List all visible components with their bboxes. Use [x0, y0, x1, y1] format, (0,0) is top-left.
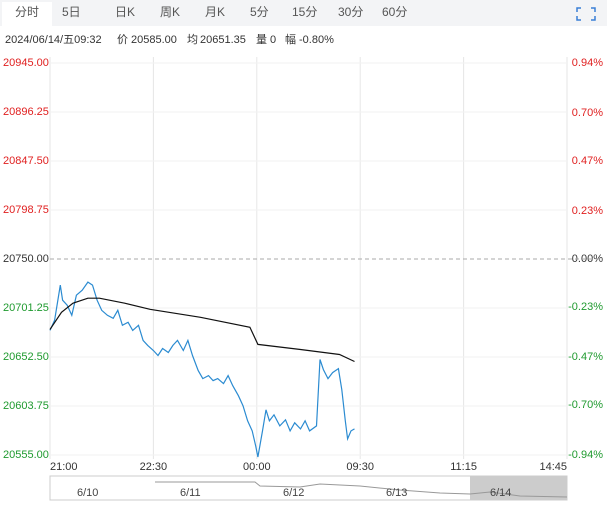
y-tick-label: 20701.25 [3, 302, 49, 314]
y2-tick-label: 0.00% [572, 253, 603, 265]
tab[interactable]: 日K [115, 5, 135, 19]
y2-tick-label: -0.47% [568, 351, 603, 363]
navigator-label: 6/11 [180, 487, 201, 499]
tab[interactable]: 分时 [15, 5, 39, 19]
fullscreen-icon[interactable] [576, 7, 596, 21]
y-tick-label: 20945.00 [3, 57, 49, 69]
x-tick-label: 21:00 [50, 461, 78, 473]
tab[interactable]: 周K [160, 5, 180, 19]
navigator-label: 6/14 [490, 487, 511, 499]
price: 20585.00 [131, 34, 177, 46]
datetime: 2024/06/14/五09:32 [5, 34, 102, 46]
y-tick-label: 20652.50 [3, 351, 49, 363]
x-tick-label: 09:30 [346, 461, 374, 473]
y-tick-label: 20896.25 [3, 106, 49, 118]
active-tab [2, 2, 52, 26]
tab[interactable]: 5分 [250, 5, 269, 19]
avg: 20651.35 [200, 34, 246, 46]
x-tick-label: 22:30 [140, 461, 168, 473]
tab[interactable]: 5日 [62, 5, 81, 19]
tab[interactable]: 60分 [382, 5, 407, 19]
y2-tick-label: 0.70% [572, 107, 603, 119]
navigator-label: 6/12 [283, 487, 304, 499]
y2-tick-label: -0.23% [568, 301, 603, 313]
avg-label: 均 [187, 33, 198, 46]
y2-tick-label: -0.70% [568, 399, 603, 411]
y-tick-label: 20798.75 [3, 204, 49, 216]
navigator-line [155, 481, 568, 498]
x-tick-label: 14:45 [539, 461, 567, 473]
navigator-label: 6/10 [77, 487, 98, 499]
tab[interactable]: 15分 [292, 5, 317, 19]
y-tick-label: 20847.50 [3, 155, 49, 167]
y-tick-label: 20555.00 [3, 449, 49, 461]
price-label: 价 [117, 33, 128, 46]
y2-tick-label: 0.94% [572, 57, 603, 69]
price-line [49, 297, 355, 363]
x-tick-label: 11:15 [450, 461, 477, 473]
range-label: 幅 [285, 33, 296, 46]
vol: 0 [270, 34, 276, 46]
range: -0.80% [299, 34, 334, 46]
tab[interactable]: 月K [205, 5, 225, 19]
y2-tick-label: 0.47% [572, 155, 603, 167]
x-tick-label: 00:00 [243, 461, 271, 473]
y-tick-label: 20750.00 [3, 253, 49, 265]
y2-tick-label: -0.94% [568, 449, 603, 461]
tab-bar [0, 0, 607, 26]
tab[interactable]: 30分 [338, 5, 363, 19]
vol-label: 量 [256, 33, 267, 46]
y-tick-label: 20603.75 [3, 400, 49, 412]
navigator-label: 6/13 [386, 487, 407, 499]
price-line [49, 281, 355, 458]
y2-tick-label: 0.23% [572, 205, 603, 217]
